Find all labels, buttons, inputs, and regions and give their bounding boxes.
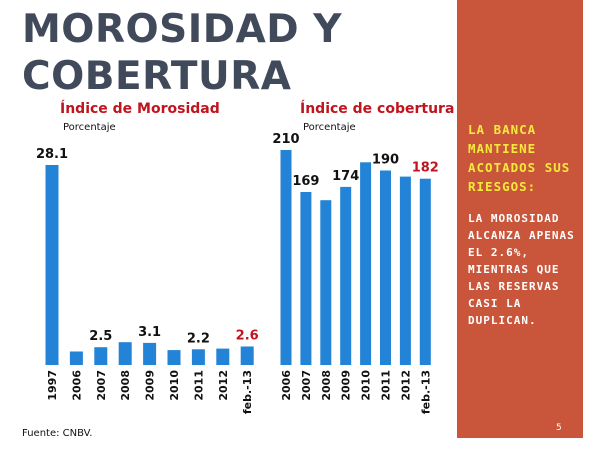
bar-2008: [118, 342, 132, 365]
morosidad-chart: Índice de Morosidad Porcentaje 28.1 1997 200…: [36, 100, 259, 414]
x-tick-2009: 2009: [340, 370, 353, 401]
x-tick-2012: 2012: [217, 370, 230, 401]
bar-2006: [69, 351, 83, 365]
bar-2012: [399, 176, 411, 365]
slide-title-line-2: COBERTURA: [22, 54, 292, 99]
bar-2009: [143, 342, 157, 365]
x-tick-2011: 2011: [380, 370, 393, 401]
x-tick-2007: 2007: [300, 370, 313, 401]
bar-feb.-13: [419, 178, 431, 365]
bar-2008: [320, 200, 332, 365]
x-tick-2009: 2009: [144, 370, 157, 401]
bar-1997: [45, 165, 59, 365]
chart-subtitle: Porcentaje: [303, 122, 356, 133]
bar-2009: [340, 186, 352, 365]
bar-2010: [167, 350, 181, 365]
x-tick-2006: 2006: [70, 370, 83, 401]
side-panel: LA BANCA MANTIENE ACOTADOS SUS RIESGOS: …: [457, 0, 583, 438]
slide-title-line-1: MOROSIDAD Y: [22, 7, 342, 52]
data-label-feb.-13: 182: [412, 161, 439, 176]
x-tick-2008: 2008: [320, 370, 333, 401]
chart-title: Índice de cobertura: [300, 100, 454, 117]
chart-title: Índice de Morosidad: [60, 100, 220, 117]
bar-2006: [280, 150, 292, 365]
bar-2007: [300, 192, 312, 365]
chart-subtitle: Porcentaje: [63, 122, 116, 133]
data-label-2007: 169: [292, 174, 319, 189]
data-label-2011: 190: [372, 153, 399, 168]
source-note: Fuente: CNBV.: [22, 428, 93, 439]
x-tick-feb.-13: feb.-13: [419, 370, 432, 414]
data-label-2011: 2.2: [187, 331, 210, 346]
x-tick-2012: 2012: [399, 370, 412, 401]
x-tick-2008: 2008: [119, 370, 132, 401]
bar-feb.-13: [240, 346, 254, 365]
cobertura-chart: Índice de cobertura Porcentaje 210 2006 169 2…: [272, 100, 454, 414]
x-tick-2007: 2007: [95, 370, 108, 401]
data-label-2007: 2.5: [89, 329, 112, 344]
bar-2012: [216, 348, 230, 365]
side-panel-headline: LA BANCA MANTIENE ACOTADOS SUS RIESGOS:: [468, 122, 571, 194]
data-label-2009: 174: [332, 169, 359, 184]
x-tick-2010: 2010: [168, 370, 181, 401]
slide-title: MOROSIDAD Y COBERTURA: [22, 6, 342, 100]
bar-2010: [360, 162, 372, 365]
data-label-2006: 210: [272, 132, 299, 147]
x-tick-feb.-13: feb.-13: [241, 370, 254, 414]
bar-2011: [380, 170, 391, 365]
x-tick-2010: 2010: [360, 370, 373, 401]
x-tick-2006: 2006: [280, 370, 293, 401]
side-panel-body: LA MOROSIDAD ALCANZA APENAS EL 2.6%, MIE…: [468, 212, 575, 327]
bar-2007: [94, 347, 108, 365]
x-tick-1997: 1997: [46, 370, 59, 401]
bar-2011: [191, 349, 205, 365]
data-label-2009: 3.1: [138, 325, 161, 340]
page-number: 5: [556, 423, 562, 433]
x-tick-2011: 2011: [192, 370, 205, 401]
data-label-feb.-13: 2.6: [236, 329, 259, 344]
data-label-1997: 28.1: [36, 147, 68, 162]
